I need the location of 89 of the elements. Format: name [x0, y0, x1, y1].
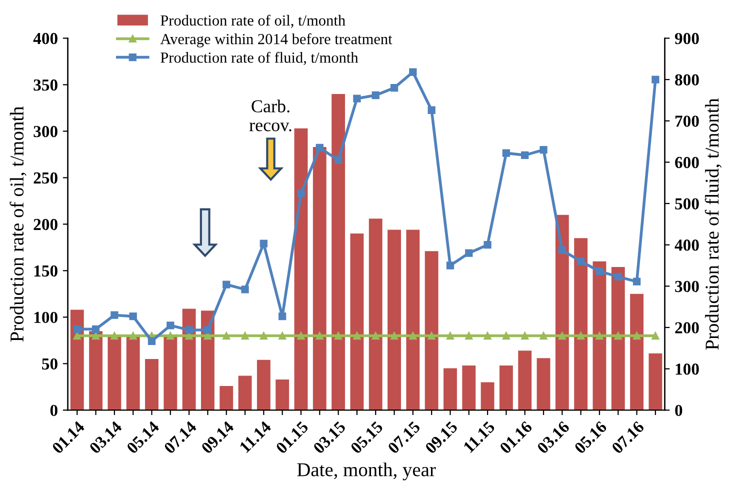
point [278, 312, 286, 320]
y-tick-label: 100 [34, 312, 58, 324]
bar [70, 310, 84, 410]
bar [294, 128, 308, 410]
point [558, 246, 566, 254]
bar [126, 336, 140, 410]
bar [574, 238, 588, 410]
point [428, 106, 436, 114]
point [596, 267, 604, 276]
y2-tick-label: 400 [674, 240, 699, 251]
y2-tick-label: 900 [674, 32, 699, 44]
bar [276, 379, 290, 410]
bar [518, 350, 532, 410]
point [577, 258, 585, 266]
bar [89, 331, 103, 410]
bar [499, 366, 513, 410]
bar [182, 308, 196, 410]
point [521, 151, 529, 159]
annotation: Carb. recov. [249, 100, 292, 132]
point [260, 240, 268, 248]
point [540, 146, 548, 154]
point [632, 278, 641, 286]
point [390, 84, 398, 92]
y-tick-label: 0 [50, 404, 58, 416]
point [129, 312, 137, 320]
bar [108, 336, 122, 410]
y2-tick-label: 700 [675, 116, 699, 127]
y-tick-label: 300 [34, 126, 58, 138]
point [614, 272, 622, 280]
y2-tick-label: 100 [676, 364, 699, 375]
y2-tick-label: 500 [675, 198, 699, 210]
point [409, 68, 417, 76]
y-axis-title: Production rate of oil, t/month [10, 106, 26, 342]
legend-label: Production rate of fluid, t/month [160, 52, 358, 65]
bar [630, 294, 644, 410]
bar [238, 376, 252, 410]
point [222, 280, 230, 288]
point [185, 326, 193, 334]
point [204, 326, 212, 334]
bar [648, 353, 662, 410]
bar [350, 233, 364, 410]
bar [388, 230, 401, 410]
y-tick-label: 200 [34, 218, 58, 230]
bar [611, 266, 625, 410]
point [73, 325, 81, 333]
y2-tick-label: 0 [675, 404, 682, 416]
bar [480, 382, 494, 410]
bar [592, 261, 606, 410]
point [353, 94, 361, 102]
y2-tick-label: 300 [675, 280, 699, 292]
legend-label: Average within 2014 before treatment [160, 33, 392, 48]
bar [145, 358, 158, 410]
point [92, 325, 100, 333]
point [334, 156, 342, 164]
bar [406, 230, 420, 410]
point [446, 262, 454, 270]
bar [536, 358, 550, 410]
y-tick-label: 350 [34, 79, 58, 91]
bar [424, 251, 438, 410]
point [241, 286, 249, 294]
y2-tick-label: 800 [675, 74, 699, 86]
y-tick-label: 250 [34, 172, 58, 184]
point [484, 241, 492, 249]
legend-label: Production rate of oil, t/month [160, 14, 346, 28]
bar [332, 94, 346, 410]
y2-tick-label: 200 [675, 322, 699, 334]
bar [256, 360, 270, 410]
y-tick-label: 150 [34, 265, 58, 277]
bar [444, 368, 457, 410]
y2-axis-title: Production rate of fluid, t/month [704, 98, 722, 350]
point [110, 311, 118, 319]
bar [462, 366, 476, 410]
bar [164, 336, 178, 410]
point [148, 337, 156, 345]
point [502, 149, 510, 157]
point [166, 322, 174, 330]
bar [368, 218, 382, 410]
bar [220, 386, 234, 410]
bar [312, 147, 326, 410]
point [465, 249, 473, 257]
bar [555, 214, 569, 410]
y-tick-label: 50 [42, 358, 58, 370]
y2-tick-label: 600 [675, 156, 699, 168]
y-tick-label: 400 [33, 32, 58, 44]
point [372, 91, 380, 100]
point [316, 144, 324, 152]
point [297, 190, 305, 198]
point [652, 76, 660, 84]
x-axis-title: Date, month, year [297, 462, 436, 480]
